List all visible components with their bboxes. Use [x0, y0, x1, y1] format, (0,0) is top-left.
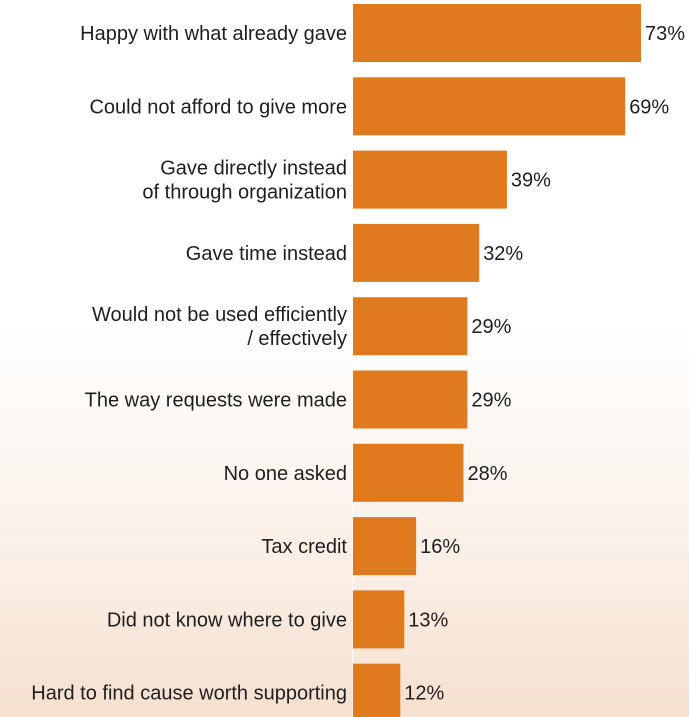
data-label: 73% [645, 23, 685, 45]
category-label: Gave time instead [186, 243, 347, 265]
bar [353, 4, 641, 62]
category-label: Did not know where to give [107, 609, 347, 631]
category-label: Tax credit [261, 536, 347, 558]
bar [353, 517, 417, 576]
data-label: 29% [471, 390, 511, 412]
category-label: Happy with what already gave [80, 23, 347, 45]
data-label: 29% [471, 316, 511, 338]
bar [353, 663, 401, 717]
bar [353, 77, 626, 136]
category-label: The way requests were made [85, 390, 347, 412]
bar [353, 223, 480, 282]
bar [353, 443, 464, 502]
data-label: 32% [483, 243, 523, 265]
data-label: 12% [404, 683, 444, 705]
data-label: 39% [511, 170, 551, 192]
bar [353, 297, 468, 356]
bar [353, 150, 507, 209]
category-label: No one asked [224, 463, 347, 485]
category-label: Hard to find cause worth supporting [31, 683, 347, 705]
data-label: 28% [468, 463, 508, 485]
category-label: Gave directly instead of through organiza… [142, 158, 347, 204]
bar [353, 370, 468, 429]
category-label: Would not be used efficiently / effective… [92, 304, 347, 350]
data-label: 13% [408, 609, 448, 631]
category-label: Could not afford to give more [89, 96, 347, 118]
data-label: 69% [629, 96, 669, 118]
data-label: 16% [420, 536, 460, 558]
bar [353, 590, 405, 649]
